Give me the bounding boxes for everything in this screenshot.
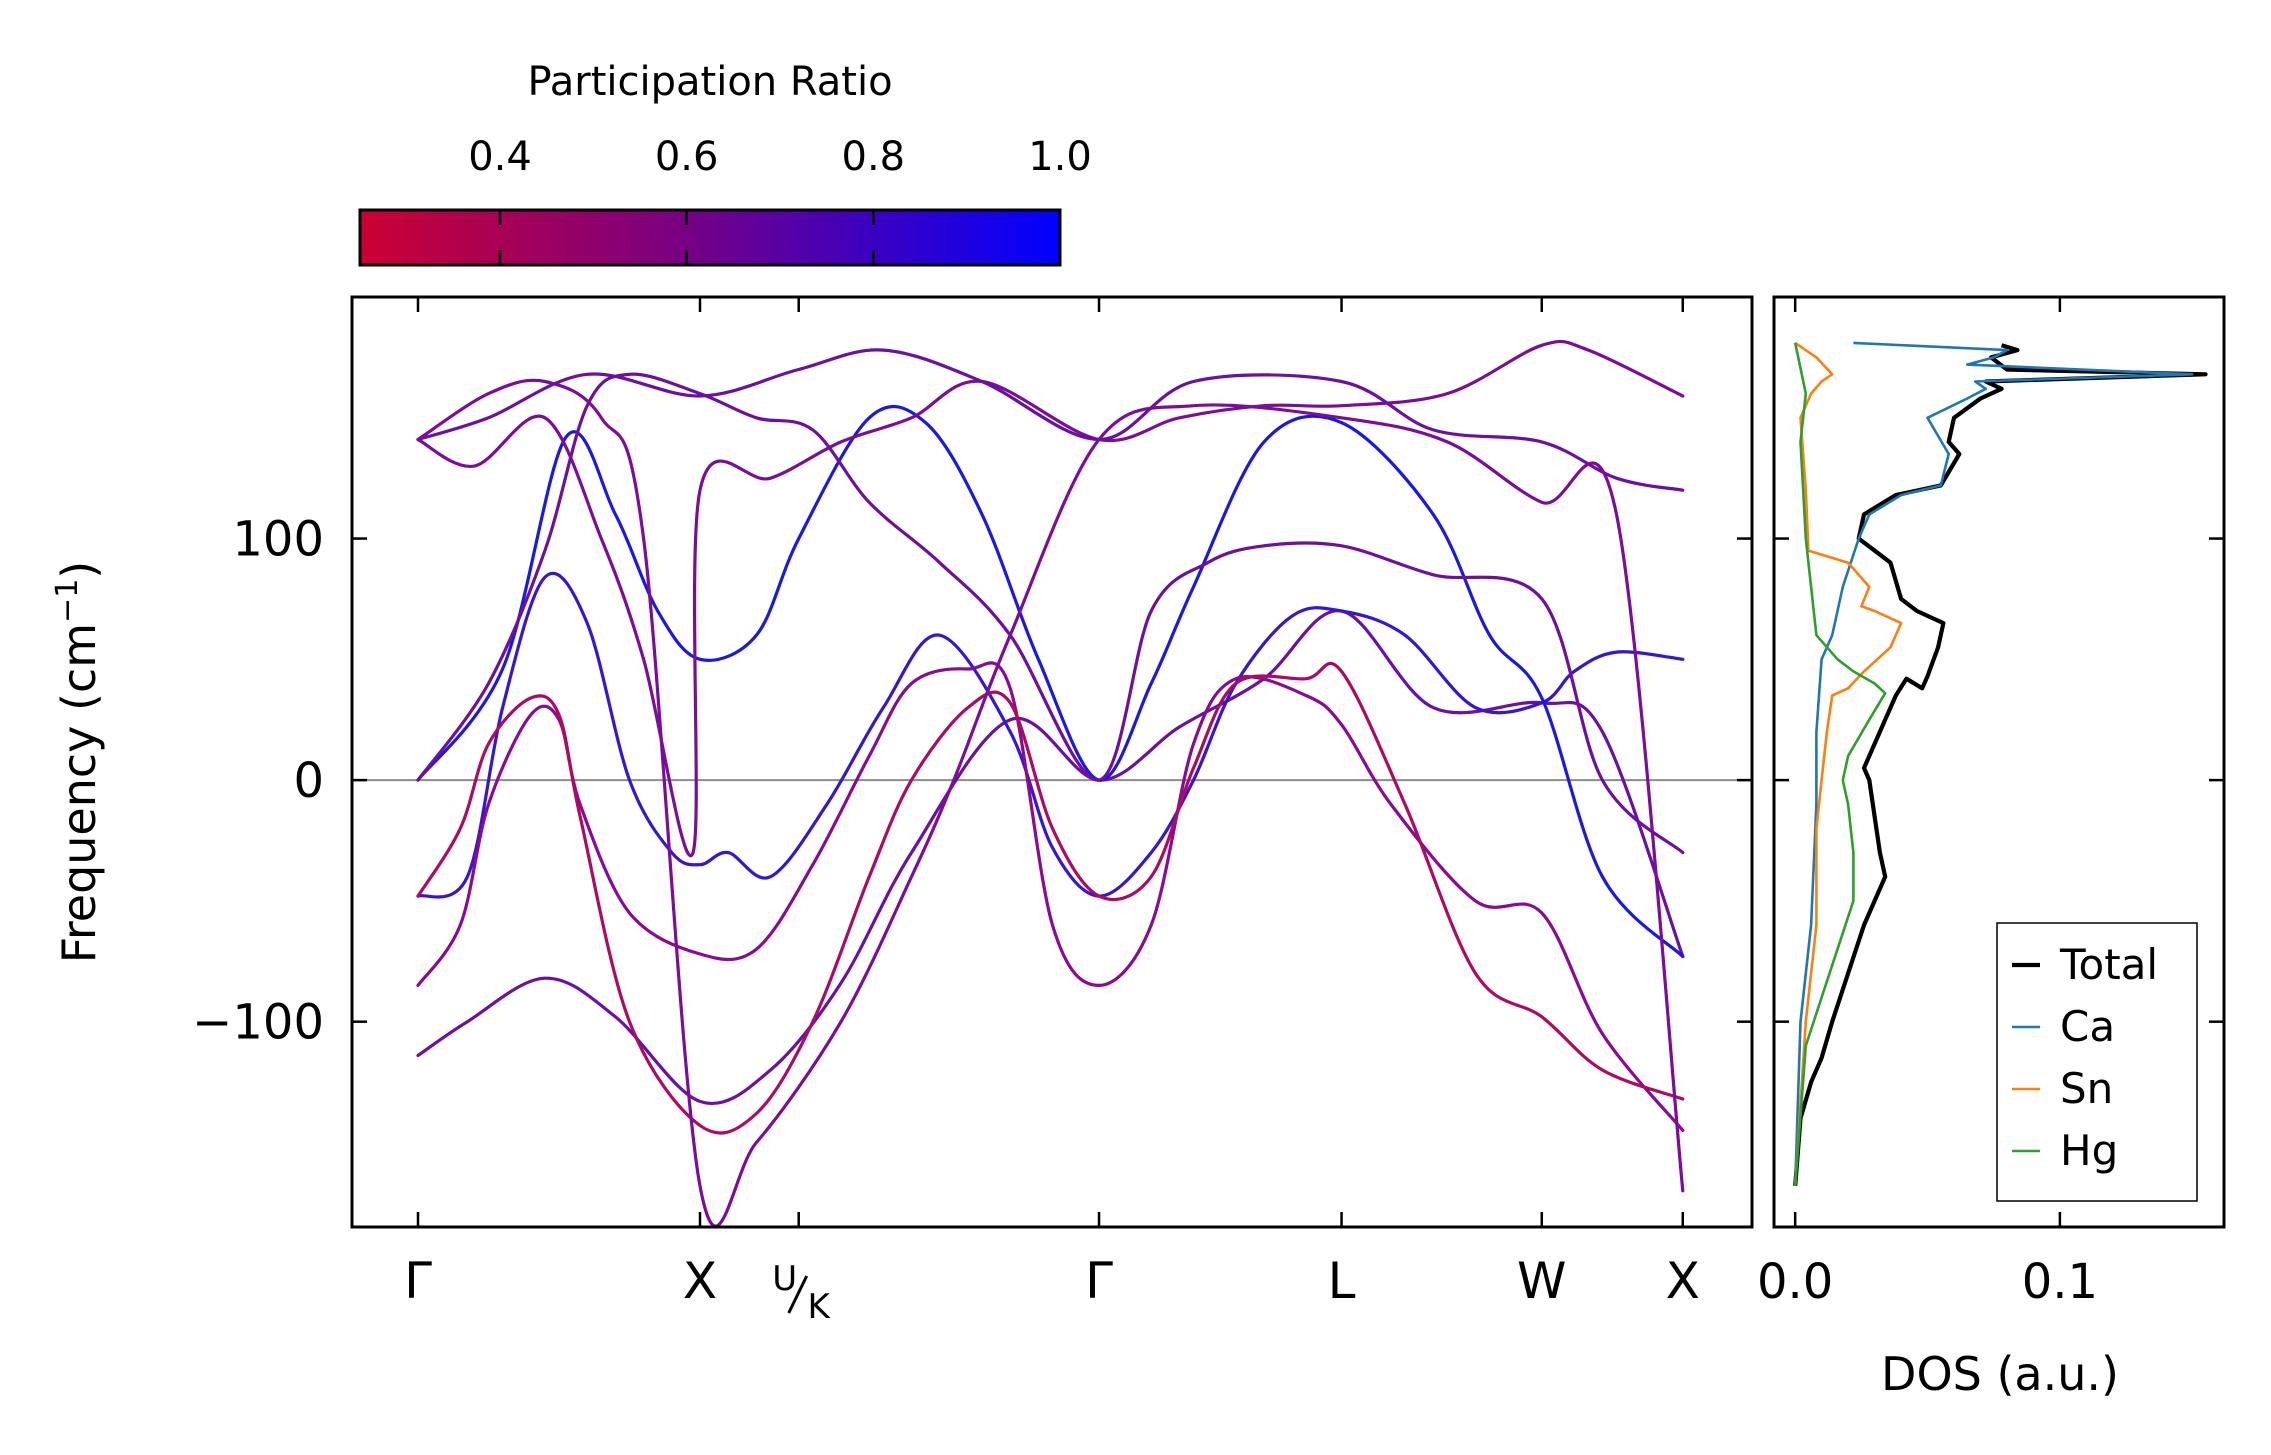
colorbar-gradient bbox=[358, 208, 1062, 267]
dos-panel: 0.0 0.1 DOS (a.u.) Total Ca Sn Hg bbox=[1757, 295, 2226, 1401]
y-tick-label: −100 bbox=[192, 995, 324, 1051]
kpoint-label-upper: U bbox=[772, 1259, 797, 1299]
kpoint-label: X bbox=[1666, 1252, 1700, 1310]
colorbar-title: Participation Ratio bbox=[527, 59, 892, 105]
bands bbox=[416, 339, 1685, 1227]
legend-label-sn: Sn bbox=[2060, 1064, 2113, 1113]
kpoint-label: W bbox=[1517, 1252, 1566, 1310]
dos-series-ca bbox=[1793, 341, 2194, 1186]
colorbar-tick-label: 0.4 bbox=[468, 134, 532, 180]
phonon-band-8 bbox=[416, 348, 1685, 492]
legend-label-ca: Ca bbox=[2060, 1002, 2115, 1051]
dos-series-sn bbox=[1793, 341, 1903, 1186]
y-tick-label: 100 bbox=[232, 512, 324, 568]
phonon-band-5 bbox=[416, 661, 1685, 1135]
colorbar-tick-label: 0.6 bbox=[655, 134, 719, 180]
kpoint-label: X bbox=[683, 1252, 717, 1310]
phonon-band-7 bbox=[416, 339, 1685, 858]
colorbar-tick-label: 0.8 bbox=[842, 134, 906, 180]
dos-x-axis-label: DOS (a.u.) bbox=[1881, 1347, 2119, 1401]
band-structure-panel: −100 0 100 Γ X UK Γ L W X Frequency (cm−1) bbox=[50, 295, 1754, 1327]
kpoint-label-slash bbox=[787, 1275, 809, 1314]
y-axis-ticks: −100 0 100 bbox=[192, 512, 1752, 1051]
kpoint-label: Γ bbox=[1085, 1252, 1113, 1310]
dos-series-hg bbox=[1793, 342, 1887, 1186]
colorbar-ticks: 0.4 0.6 0.8 1.0 bbox=[468, 134, 1092, 265]
y-axis-label-superscript: −1 bbox=[50, 579, 85, 623]
dos-lines bbox=[1793, 341, 2208, 1187]
phonon-band-9 bbox=[416, 378, 1685, 1227]
kpoint-label: Γ bbox=[404, 1252, 432, 1310]
colorbar: Participation Ratio 0.4 0.6 0.8 1.0 bbox=[358, 59, 1092, 267]
colorbar-tick-label: 1.0 bbox=[1028, 134, 1092, 180]
legend-label-total: Total bbox=[2059, 940, 2158, 989]
phonon-band-3 bbox=[416, 404, 1685, 959]
main-axes-frame bbox=[350, 295, 1754, 1229]
dos-series-total bbox=[1793, 343, 2208, 1187]
dos-x-tick-label: 0.1 bbox=[2022, 1254, 2098, 1310]
phonon-band-4 bbox=[416, 661, 1685, 1132]
dos-y-ticks bbox=[1774, 537, 2224, 1023]
dos-legend: Total Ca Sn Hg bbox=[1996, 922, 2198, 1202]
phonon-band-2 bbox=[416, 571, 1685, 899]
y-tick-label: 0 bbox=[293, 753, 324, 809]
dos-x-tick-label: 0.0 bbox=[1757, 1254, 1833, 1310]
dos-x-ticks: 0.0 0.1 bbox=[1757, 297, 2098, 1310]
kpoint-label: L bbox=[1328, 1252, 1356, 1310]
kpoint-label-split: UK bbox=[772, 1259, 831, 1327]
y-axis-label: Frequency (cm−1) bbox=[50, 561, 106, 964]
dos-axes-frame bbox=[1772, 295, 2226, 1229]
legend-items: Total Ca Sn Hg bbox=[2012, 940, 2158, 1175]
legend-label-hg: Hg bbox=[2060, 1126, 2118, 1175]
legend-frame bbox=[1996, 922, 2198, 1202]
x-axis-kpoints: Γ X UK Γ L W X bbox=[404, 297, 1700, 1327]
phonon-band-1 bbox=[416, 609, 1685, 1106]
kpoint-label-lower: K bbox=[808, 1287, 832, 1327]
